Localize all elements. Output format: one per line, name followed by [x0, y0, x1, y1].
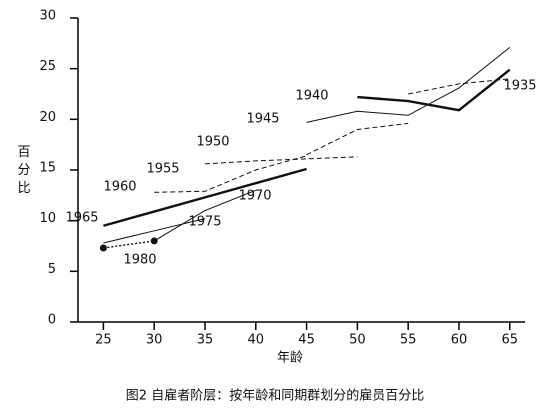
- point: [99, 244, 107, 252]
- y-tick-label: 20: [39, 110, 56, 125]
- series-label: 1945: [246, 112, 279, 127]
- series-label: 1940: [295, 89, 328, 104]
- x-tick-label: 50: [349, 333, 366, 348]
- series-label: 1960: [103, 180, 136, 195]
- y-tick-label: 10: [39, 211, 56, 226]
- x-tick-label: 40: [248, 333, 265, 348]
- x-tick-label: 60: [451, 333, 468, 348]
- chart-caption: 图2 自雇者阶层：按年龄和同期群划分的雇员百分比: [126, 388, 424, 404]
- x-tick-label: 55: [400, 333, 417, 348]
- x-tick-label: 65: [501, 333, 518, 348]
- y-tick-label: 30: [39, 9, 56, 24]
- series-label: 1975: [188, 215, 221, 230]
- series-line: [306, 122, 409, 156]
- series-line: [306, 46, 511, 123]
- x-axis-label: 年龄: [277, 351, 303, 366]
- series-label: 1980: [123, 253, 156, 268]
- y-tick-label: 15: [39, 161, 56, 176]
- series-line: [408, 78, 510, 95]
- x-tick-label: 30: [146, 333, 163, 348]
- y-tick-label: 0: [48, 313, 56, 328]
- y-axis-label: 百分比: [17, 145, 30, 196]
- point: [150, 237, 158, 245]
- series-line: [103, 240, 155, 249]
- series-label: 1935: [503, 79, 536, 94]
- series-line: [154, 155, 307, 193]
- series-line: [153, 189, 256, 242]
- y-tick-label: 25: [39, 59, 56, 74]
- series-line: [204, 156, 358, 165]
- series-line: [357, 68, 511, 112]
- x-tick-label: 35: [197, 333, 214, 348]
- series-label: 1970: [238, 189, 271, 204]
- x-tick-label: 45: [298, 333, 315, 348]
- series-line: [103, 218, 206, 244]
- y-tick-label: 5: [48, 262, 56, 277]
- series-label: 1950: [196, 135, 229, 150]
- x-tick-label: 25: [95, 333, 112, 348]
- series-label: 1965: [65, 211, 98, 226]
- series-label: 1955: [146, 162, 179, 177]
- series-line: [103, 167, 307, 227]
